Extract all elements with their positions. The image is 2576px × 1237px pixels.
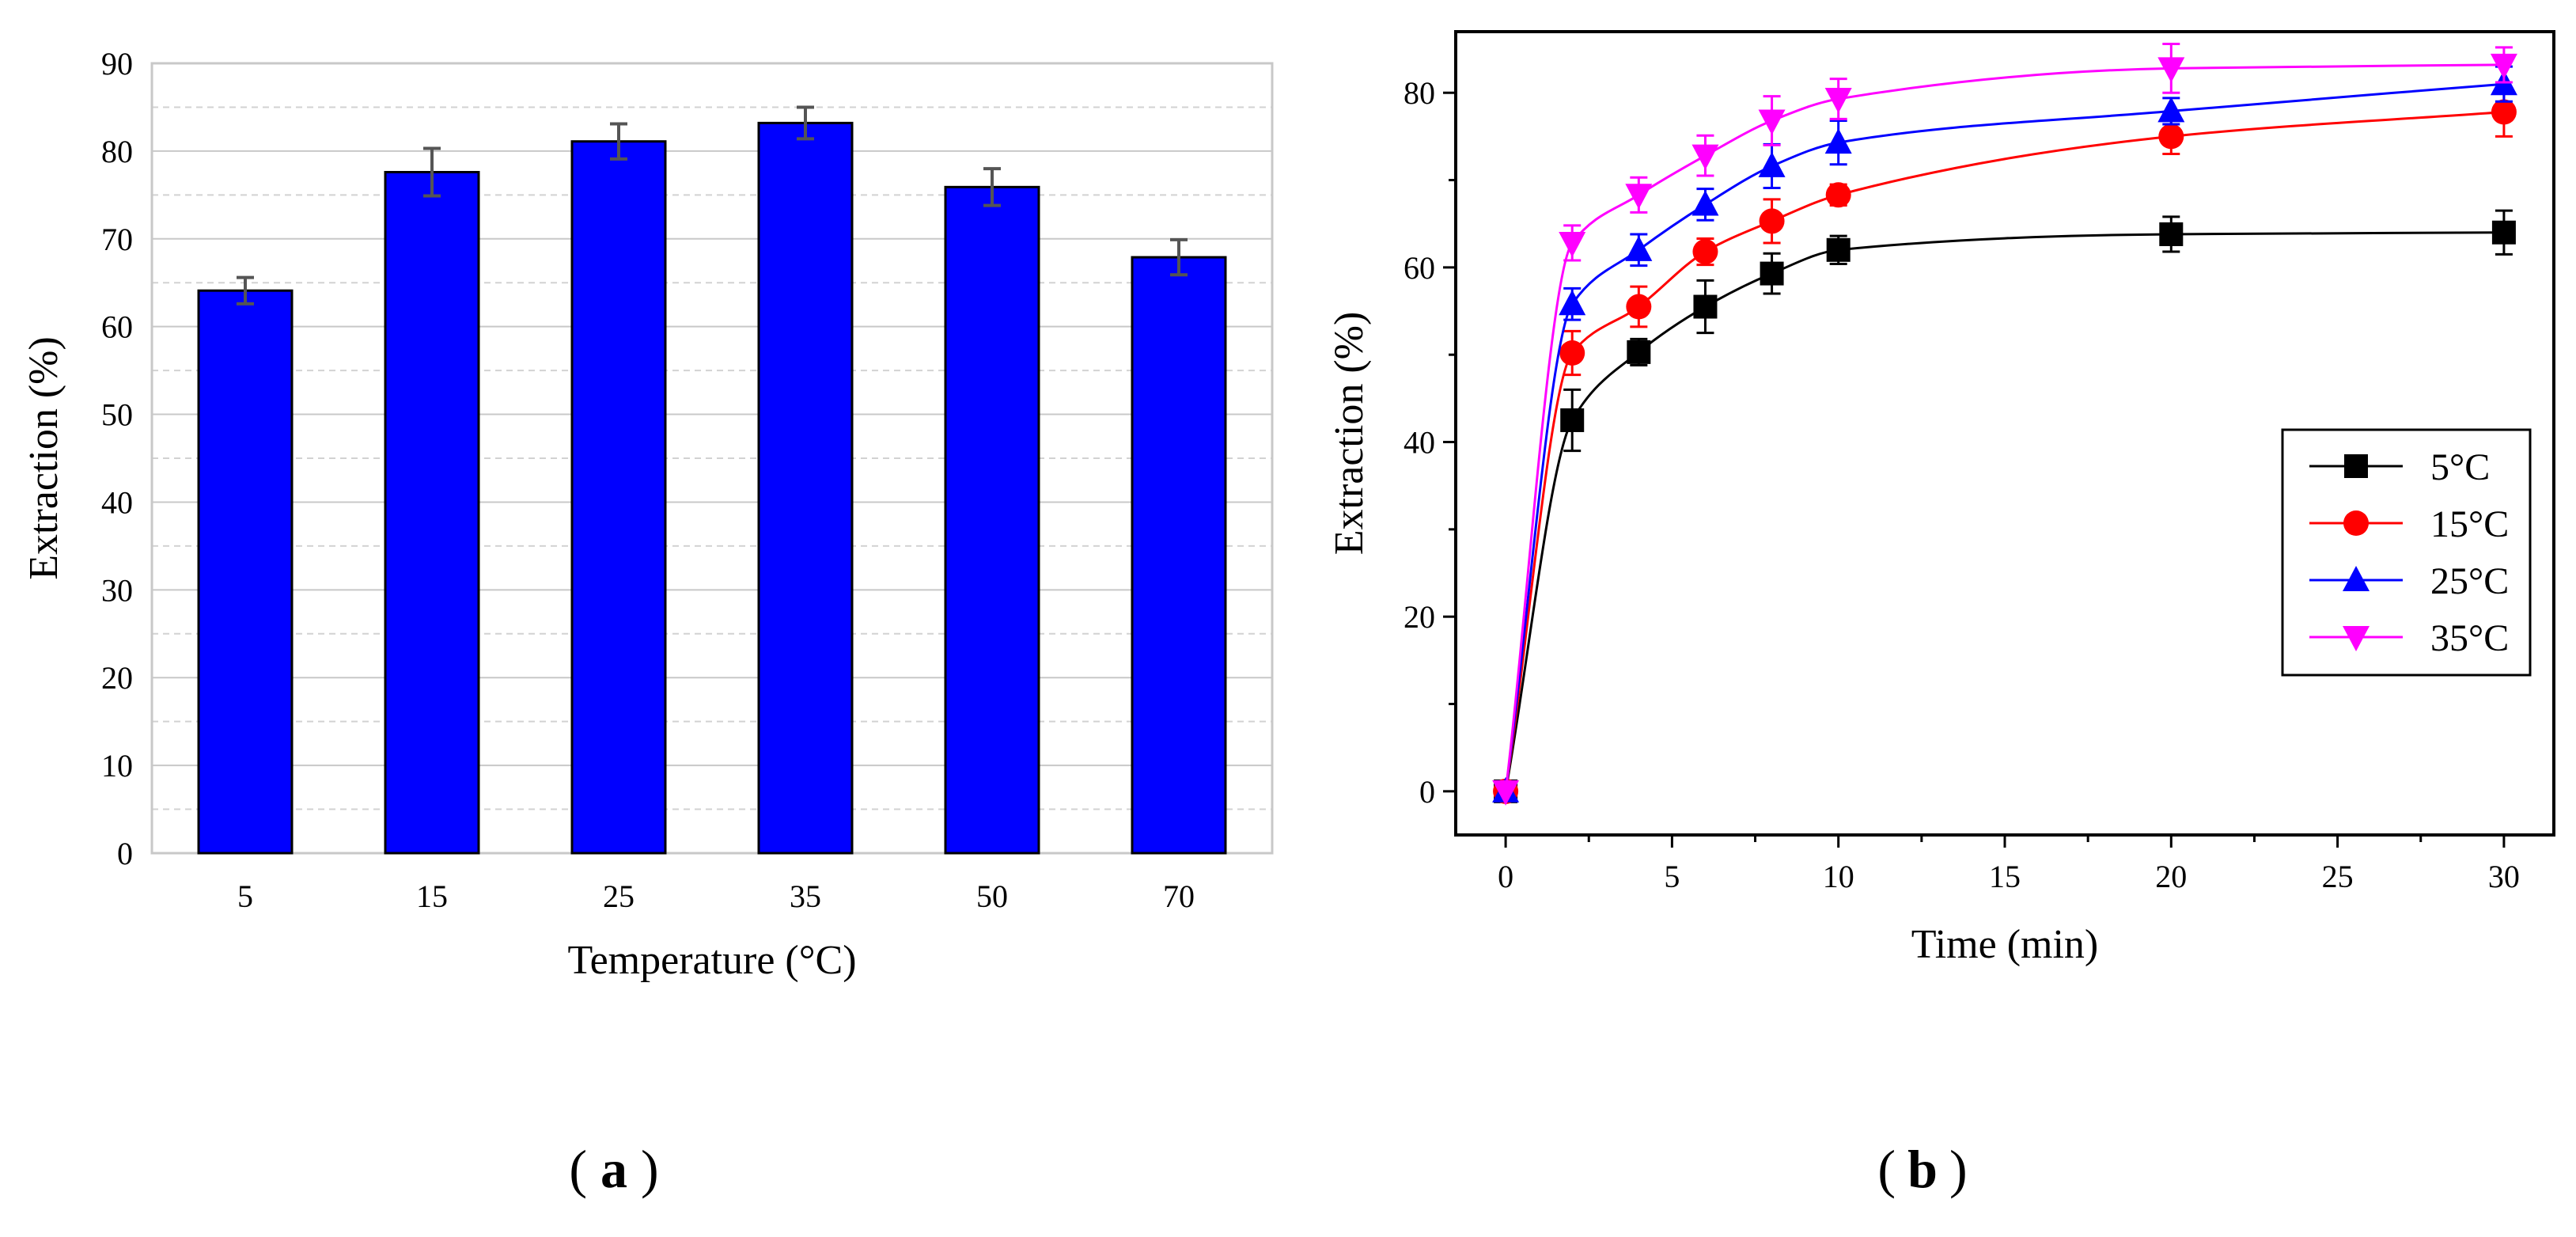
series-3-point-0 [1492, 780, 1520, 806]
bar-15 [384, 171, 480, 855]
series-2-point-2 [1625, 235, 1653, 261]
series-0-point-3 [1693, 294, 1718, 319]
series-1-point-5 [1825, 182, 1851, 208]
series-1-point-7 [2491, 99, 2517, 125]
y-tick-label-b-0: 0 [1419, 774, 1435, 810]
x-tick-label-b-30: 30 [2488, 859, 2520, 894]
y-tick-label-b-40: 40 [1404, 425, 1435, 461]
bar-35 [757, 121, 854, 855]
series-0-point-4 [1760, 261, 1784, 286]
series-3-point-7 [2490, 53, 2517, 79]
chart-a: 5 15 25 35 50 70 0 10 20 30 40 50 60 70 80 90 Temperatur… [21, 46, 1274, 983]
y-tick-label-0: 0 [117, 836, 133, 871]
y-axis-label: Extraction (%) [21, 336, 66, 580]
legend-label-3: 35°C [2430, 617, 2509, 659]
series-line-1 [1504, 111, 2505, 792]
x-axis-label-b: Time (min) [1911, 922, 2098, 967]
legend-label-1: 15°C [2430, 503, 2509, 545]
x-tick-label-b-15: 15 [1989, 859, 2021, 894]
y-tick-label-60: 60 [101, 309, 133, 345]
x-tick-label-b-10: 10 [1823, 859, 1854, 894]
y-tick-label-50: 50 [101, 397, 133, 433]
series-1-point-2 [1626, 294, 1652, 320]
series-0-point-5 [1826, 237, 1851, 262]
legend-label-0: 5°C [2430, 446, 2490, 488]
series-1-point-1 [1559, 340, 1585, 366]
series-2-point-1 [1559, 290, 1586, 316]
y-tick-label-30: 30 [101, 572, 133, 608]
series-2-point-5 [1824, 128, 1852, 154]
y-tick-label-80: 80 [101, 134, 133, 169]
series-0-point-1 [1560, 408, 1585, 432]
legend-marker-0 [2344, 454, 2368, 478]
series-3-point-3 [1691, 144, 1719, 170]
legend-box [2281, 428, 2532, 677]
x-tick-label-70: 70 [1163, 878, 1195, 914]
x-tick-label-b-25: 25 [2322, 859, 2354, 894]
panel-a-label-close: ) [641, 1139, 659, 1199]
legend-label-2: 25°C [2430, 560, 2509, 602]
panel-b-label-open: ( [1877, 1139, 1896, 1199]
series-2-point-4 [1758, 151, 1786, 177]
y-tick-label-b-60: 60 [1404, 250, 1435, 286]
panel-b-label: b [1907, 1139, 1938, 1199]
x-tick-label-b-0: 0 [1498, 859, 1513, 894]
y-tick-label-b-20: 20 [1404, 599, 1435, 635]
y-axis-label-b: Extraction (%) [1327, 312, 1372, 556]
frame-a [150, 62, 1274, 855]
series-0 [1494, 209, 2516, 803]
bar-70 [1131, 256, 1227, 855]
series-3-point-1 [1559, 231, 1586, 257]
series-0-point-7 [2491, 220, 2516, 245]
x-axis-label: Temperature (°C) [567, 938, 856, 983]
bar-5 [197, 289, 294, 855]
y-tick-label-20: 20 [101, 660, 133, 696]
x-tick-label-b-5: 5 [1664, 859, 1680, 894]
bar-50 [944, 185, 1040, 855]
chart-b: 0 5 10 15 20 25 30 0 20 40 60 80 Time (min) Extractio… [1327, 30, 2555, 967]
x-tick-label-15: 15 [416, 878, 448, 914]
series-3-point-6 [2157, 57, 2185, 83]
x-tick-label-50: 50 [976, 878, 1008, 914]
series-0-point-2 [1627, 340, 1651, 364]
series-1-point-6 [2158, 123, 2184, 150]
legend-marker-2 [2343, 566, 2370, 591]
x-tick-label-5: 5 [237, 878, 253, 914]
series-line-2 [1504, 82, 2505, 792]
y-tick-label-70: 70 [101, 222, 133, 257]
y-tick-label-b-80: 80 [1404, 75, 1435, 111]
y-tick-label-10: 10 [101, 748, 133, 784]
x-tick-label-b-20: 20 [2155, 859, 2187, 894]
bar-25 [570, 140, 667, 855]
series-1-point-3 [1692, 239, 1718, 265]
series-3-point-5 [1824, 87, 1852, 113]
series-3 [1492, 42, 2517, 806]
legend-b: 5°C 15°C 25°C 35°C [2281, 428, 2532, 677]
panel-b-label-close: ) [1949, 1139, 1968, 1199]
y-tick-label-40: 40 [101, 484, 133, 520]
series-2 [1492, 65, 2517, 803]
series-2-point-6 [2157, 97, 2185, 123]
panel-a-label: a [600, 1139, 627, 1199]
y-tick-label-90: 90 [101, 46, 133, 82]
series-line-3 [1504, 63, 2504, 792]
legend-marker-3 [2343, 626, 2370, 651]
panel-a-label-open: ( [569, 1139, 587, 1199]
series-3-point-4 [1758, 109, 1786, 135]
x-tick-label-35: 35 [790, 878, 821, 914]
series-2-point-3 [1691, 190, 1719, 216]
series-1 [1493, 86, 2517, 804]
series-1-point-4 [1759, 208, 1785, 234]
legend-marker-1 [2343, 510, 2369, 536]
x-tick-label-25: 25 [603, 878, 635, 914]
series-3-point-2 [1625, 184, 1653, 210]
series-0-point-6 [2159, 222, 2184, 246]
